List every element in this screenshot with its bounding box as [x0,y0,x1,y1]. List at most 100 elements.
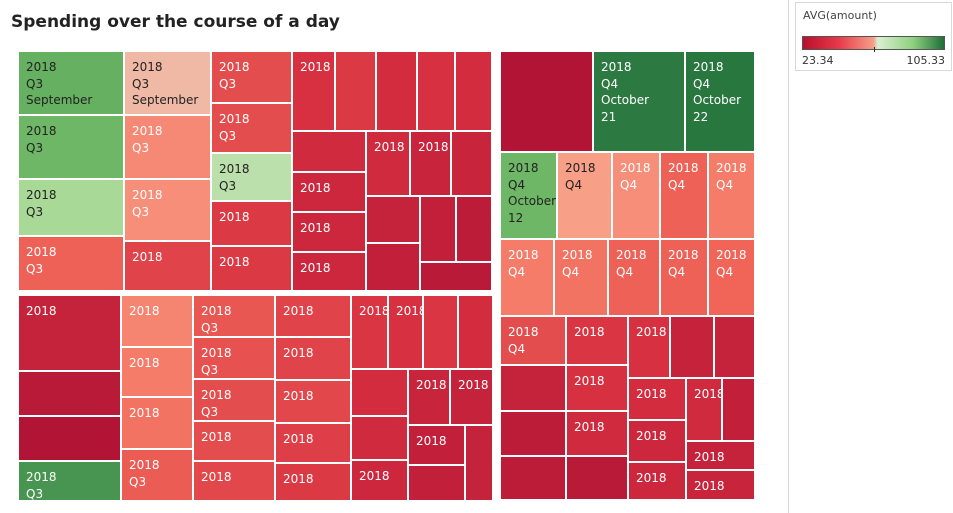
treemap-tile[interactable]: 2018 [292,172,366,212]
treemap-tile[interactable]: 2018 Q3 [211,153,292,201]
tile-label-line: Q3 [26,261,44,276]
treemap-tile[interactable] [366,196,420,243]
treemap-tile[interactable]: 2018 Q3 [18,236,124,291]
treemap-tile[interactable]: 2018 [410,131,451,196]
treemap-tile[interactable]: 2018 Q4 [500,316,566,365]
treemap-tile[interactable] [456,196,492,262]
treemap-tile[interactable]: 2018 Q3 [211,51,292,103]
treemap-tile[interactable] [500,365,566,411]
treemap-tile[interactable] [351,416,408,460]
treemap-tile[interactable]: 2018 [193,461,275,501]
treemap-tile[interactable]: 2018 [566,316,628,365]
treemap-tile[interactable]: 2018 [566,411,628,456]
treemap-tile[interactable]: 2018 [450,369,493,425]
treemap-tile[interactable]: 2018 Q3 [18,179,124,236]
treemap-tile[interactable]: 2018 [124,241,211,291]
treemap-tile[interactable]: 2018 [292,51,335,131]
treemap-tile[interactable]: 2018 [292,212,366,252]
treemap-tile[interactable]: 2018 [275,463,351,501]
treemap-tile[interactable] [408,465,465,501]
treemap-tile[interactable]: 2018 [628,420,686,462]
treemap-tile[interactable] [465,425,493,501]
tile-label: 2018 [129,303,160,320]
treemap-tile[interactable]: 2018 Q3 [18,115,124,179]
treemap-tile[interactable] [500,51,593,152]
treemap-tile[interactable]: 2018 Q4 [612,152,660,239]
tile-label: 2018 [300,220,331,237]
treemap-tile[interactable]: 2018 Q4 [660,239,708,316]
treemap-tile[interactable]: 2018 [275,295,351,337]
treemap-tile[interactable]: 2018 Q4 [660,152,708,239]
treemap-tile[interactable]: 2018 [628,316,670,378]
treemap-tile[interactable]: 2018 [121,347,193,397]
treemap-tile[interactable] [420,196,456,262]
treemap-tile[interactable]: 2018 Q4 [557,152,612,239]
treemap-tile[interactable]: 2018 Q4 [708,239,755,316]
treemap-tile[interactable]: 2018 Q3 [193,379,275,421]
treemap-tile[interactable]: 2018 [193,421,275,461]
treemap-tile[interactable]: 2018 Q3 [124,179,211,241]
treemap-tile[interactable] [351,369,408,416]
treemap-tile[interactable]: 2018 [686,470,755,500]
treemap-tile[interactable]: 2018 [388,295,423,369]
tile-label-line: Q3 [201,362,219,377]
treemap-tile[interactable] [18,371,121,416]
treemap-tile[interactable]: 2018 [18,295,121,371]
treemap-tile[interactable]: 2018 [408,425,465,465]
treemap-tile[interactable]: 2018 Q4 [708,152,755,239]
treemap-tile[interactable]: 2018 Q3 [211,103,292,153]
tile-label: 2018 Q3 [219,161,250,194]
tile-label-line: Q4 [668,264,686,279]
treemap-tile[interactable]: 2018 Q3 [193,337,275,379]
treemap-tile[interactable]: 2018 [351,295,388,369]
treemap-tile[interactable]: 2018 [408,369,450,425]
tile-label: 2018 [374,139,405,156]
treemap-tile[interactable] [451,131,492,196]
treemap-tile[interactable] [500,456,566,500]
treemap-tile[interactable]: 2018 Q4 [608,239,660,316]
treemap-tile[interactable]: 2018 [628,462,686,500]
treemap-tile[interactable] [292,131,366,172]
tile-label-line: 2018 [129,304,160,318]
treemap-tile[interactable] [335,51,376,131]
treemap-tile[interactable]: 2018 [366,131,410,196]
treemap-tile[interactable] [376,51,417,131]
treemap-tile[interactable] [420,262,492,291]
treemap-tile[interactable]: 2018 [628,378,686,420]
treemap-tile[interactable]: 2018 [275,380,351,423]
treemap-tile[interactable] [366,243,420,291]
treemap-tile[interactable]: 2018 [292,252,366,291]
treemap-tile[interactable] [714,316,755,378]
treemap-tile[interactable] [423,295,458,369]
treemap-tile[interactable]: 2018 [686,378,722,441]
treemap-tile[interactable]: 2018 Q3 September [18,51,124,115]
treemap-tile[interactable]: 2018Q3August [18,461,121,501]
treemap-tile[interactable] [458,295,493,369]
treemap-tile[interactable] [500,411,566,456]
treemap-tile[interactable]: 2018 Q4 [554,239,608,316]
treemap-tile[interactable]: 2018 Q3 September [124,51,211,115]
treemap-tile[interactable]: 2018 [686,441,755,470]
treemap-tile[interactable]: 2018 [121,295,193,347]
treemap-tile[interactable] [670,316,714,378]
treemap-tile[interactable]: 2018 Q4 October 12 [500,152,557,239]
treemap-tile[interactable]: 2018 Q3 [121,449,193,501]
treemap-tile[interactable] [455,51,492,131]
tile-label: 2018 Q3 [132,123,163,156]
treemap-tile[interactable]: 2018 [351,460,408,501]
treemap-tile[interactable] [722,378,755,441]
treemap-tile[interactable]: 2018 Q4 [500,239,554,316]
treemap-tile[interactable]: 2018 Q3 [124,115,211,179]
treemap-tile[interactable]: 2018 [211,246,292,291]
treemap-tile[interactable] [18,416,121,461]
treemap-tile[interactable]: 2018 [211,201,292,246]
treemap-tile[interactable] [417,51,455,131]
treemap-tile[interactable]: 2018 [275,423,351,463]
treemap-tile[interactable]: 2018 Q4 October 21 [593,51,685,152]
treemap-tile[interactable] [566,456,628,500]
treemap-tile[interactable]: 2018 [566,365,628,411]
treemap-tile[interactable]: 2018 [275,337,351,380]
treemap-tile[interactable]: 2018 Q3 [193,295,275,337]
treemap-tile[interactable]: 2018 [121,397,193,449]
treemap-tile[interactable]: 2018 Q4 October 22 [685,51,755,152]
